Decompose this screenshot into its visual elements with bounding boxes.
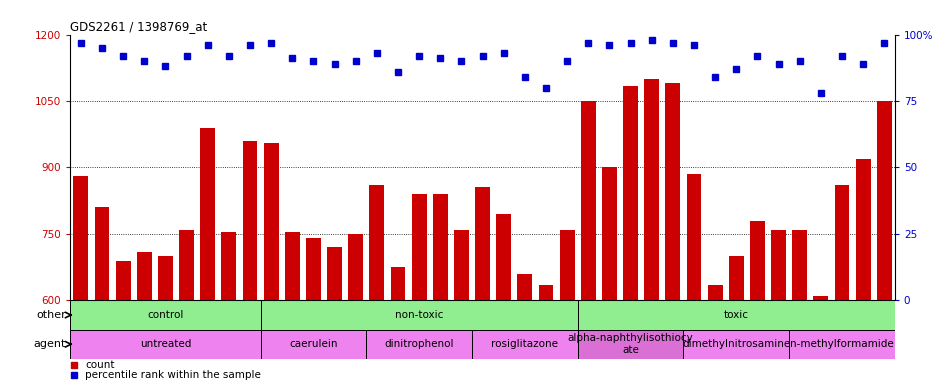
Text: caerulein: caerulein bbox=[289, 339, 337, 349]
Bar bbox=[327, 247, 342, 300]
Bar bbox=[601, 167, 616, 300]
Text: control: control bbox=[147, 310, 183, 320]
Bar bbox=[369, 185, 384, 300]
Bar bbox=[622, 86, 637, 300]
Bar bbox=[221, 232, 236, 300]
Text: non-toxic: non-toxic bbox=[394, 310, 443, 320]
Bar bbox=[876, 101, 891, 300]
Bar bbox=[559, 230, 574, 300]
Bar bbox=[728, 256, 743, 300]
Text: untreated: untreated bbox=[139, 339, 191, 349]
Bar bbox=[70, 300, 260, 329]
Text: agent: agent bbox=[34, 339, 66, 349]
Bar bbox=[475, 187, 490, 300]
Bar bbox=[578, 329, 682, 359]
Text: dimethylnitrosamine: dimethylnitrosamine bbox=[681, 339, 790, 349]
Text: other: other bbox=[37, 310, 66, 320]
Bar bbox=[580, 101, 595, 300]
Bar bbox=[260, 329, 366, 359]
Bar bbox=[137, 252, 152, 300]
Text: percentile rank within the sample: percentile rank within the sample bbox=[85, 370, 261, 380]
Bar bbox=[665, 83, 680, 300]
Bar bbox=[242, 141, 257, 300]
Bar bbox=[812, 296, 827, 300]
Bar bbox=[285, 232, 300, 300]
Bar bbox=[348, 234, 363, 300]
Bar bbox=[179, 230, 194, 300]
Bar bbox=[792, 230, 806, 300]
Bar bbox=[472, 329, 578, 359]
Text: alpha-naphthylisothiocy
ate: alpha-naphthylisothiocy ate bbox=[567, 333, 693, 355]
Bar bbox=[749, 221, 764, 300]
Bar bbox=[578, 300, 894, 329]
Bar bbox=[116, 260, 130, 300]
Text: toxic: toxic bbox=[723, 310, 748, 320]
Bar bbox=[73, 176, 88, 300]
Bar bbox=[263, 143, 278, 300]
Bar bbox=[411, 194, 426, 300]
Text: rosiglitazone: rosiglitazone bbox=[490, 339, 558, 349]
Bar bbox=[686, 174, 701, 300]
Bar bbox=[707, 285, 722, 300]
Bar bbox=[855, 159, 870, 300]
Bar bbox=[260, 300, 578, 329]
Bar bbox=[496, 214, 510, 300]
Bar bbox=[682, 329, 788, 359]
Bar bbox=[366, 329, 472, 359]
Text: count: count bbox=[85, 360, 114, 370]
Bar bbox=[770, 230, 785, 300]
Bar bbox=[95, 207, 110, 300]
Bar bbox=[70, 329, 260, 359]
Text: n-methylformamide: n-methylformamide bbox=[789, 339, 893, 349]
Bar bbox=[390, 267, 405, 300]
Bar bbox=[788, 329, 894, 359]
Bar bbox=[538, 285, 553, 300]
Bar bbox=[158, 256, 172, 300]
Text: dinitrophenol: dinitrophenol bbox=[384, 339, 453, 349]
Text: GDS2261 / 1398769_at: GDS2261 / 1398769_at bbox=[70, 20, 207, 33]
Bar bbox=[200, 127, 215, 300]
Bar bbox=[306, 238, 320, 300]
Bar bbox=[517, 274, 532, 300]
Bar bbox=[432, 194, 447, 300]
Bar bbox=[834, 185, 848, 300]
Bar bbox=[454, 230, 468, 300]
Bar bbox=[644, 79, 658, 300]
